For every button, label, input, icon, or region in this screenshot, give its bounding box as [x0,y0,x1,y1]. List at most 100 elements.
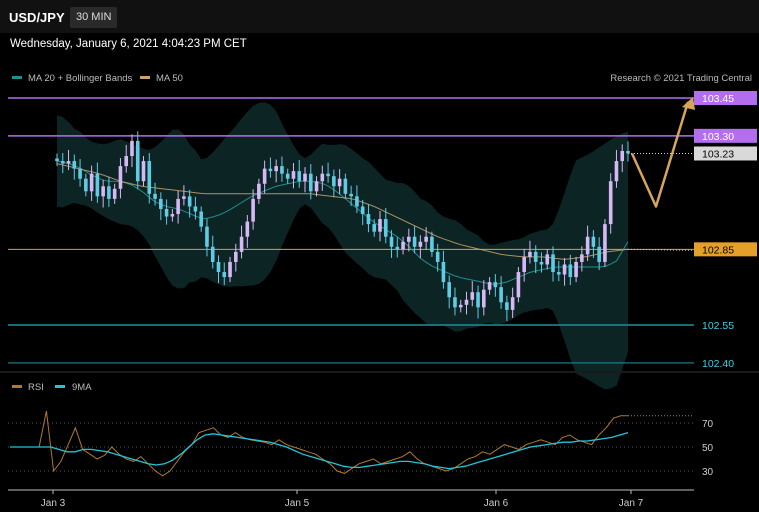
ma50-line [56,163,629,260]
rsi-tick-label: 70 [702,419,714,430]
candle-body [210,246,215,262]
candle-body [95,173,100,197]
candle-body [216,261,221,273]
time-axis-label: Jan 5 [285,498,310,509]
title-bar: USD/JPY 30 MIN [0,0,759,33]
price-label-102.85: 102.85 [702,244,734,256]
candle-body [153,193,157,199]
candle-body [107,186,111,199]
candle-body [378,219,382,232]
candle-body [389,236,394,247]
price-label-103.45: 103.45 [702,93,734,105]
ma20-line [56,160,629,285]
candle-body [124,156,129,167]
candle-body [597,246,601,262]
candle-body [412,236,417,247]
price-tag-102.85 [694,242,757,257]
candle-body [366,214,371,225]
candle-body [222,272,227,278]
time-axis-label: Jan 7 [619,498,644,509]
candle-body [551,254,555,273]
candle-body [539,261,544,265]
projection-arrowhead [682,97,695,110]
candle-body [78,168,82,179]
candle-body [482,289,486,308]
candle-body [141,161,146,182]
candle-body [268,168,273,172]
candle-body [72,161,77,169]
candle-body [332,176,336,187]
rsi-legend: RSI 9MA [12,382,92,393]
candle-body [545,254,550,265]
candle-body [233,251,238,262]
price-axis-labels: 103.45 103.30 102.85 102.55 102.40 103.23 [694,91,757,370]
candle-body [101,186,105,197]
candle-body [487,282,492,290]
price-levels [8,97,694,364]
candle-body [55,158,59,162]
candle-body [147,161,152,194]
candle-body [280,166,284,174]
candle-body [239,236,244,252]
ma9-line [10,431,629,470]
candle-body [580,254,584,262]
candle-body [562,264,567,275]
candle-body [285,173,290,179]
candle-body [407,236,411,242]
current-price-tag [694,146,757,161]
candle-body [291,171,296,179]
candle-body [453,297,457,308]
candle-body [66,161,71,164]
candle-body [458,304,463,308]
candle-body [603,224,607,262]
price-tag-103.45 [694,91,757,105]
candle-body [135,140,140,182]
legend: MA 20 + Bollinger Bands MA 50 Research ©… [12,73,752,84]
candle-body [626,150,630,154]
candle-body [193,206,198,212]
candle-body [499,287,503,303]
ma50-legend-swatch [140,76,150,79]
ma50-legend-label: MA 50 [156,73,183,84]
candle-body [556,272,561,275]
candle-body [441,261,446,283]
candle-body [505,302,509,310]
price-label-102.40: 102.40 [702,358,734,370]
interval-selector[interactable]: 30 MIN [70,7,118,28]
rsi-tick-label: 30 [702,467,714,478]
price-label-103.30: 103.30 [702,131,734,143]
rsi-panel: 70 50 30 [8,410,714,478]
candle-body [493,282,498,288]
candle-body [130,140,134,157]
price-label-102.55: 102.55 [702,320,734,332]
candle-body [383,219,388,237]
candle-body [308,173,313,192]
candle-body [516,272,521,298]
candle-body [435,251,440,262]
ma20-legend-swatch [12,76,22,79]
credit-text: Research © 2021 Trading Central [610,73,752,84]
candle-body [522,256,526,273]
candle-body [199,211,203,227]
time-axis-label: Jan 6 [484,498,509,509]
candle-body [112,188,117,199]
candle-body [182,196,186,199]
candle-body [303,173,307,182]
candle-body [533,251,538,262]
rsi-legend-swatch [12,385,22,388]
ma50-extension [627,248,695,251]
candle-body [228,261,232,278]
candle-body [360,206,365,215]
candle-body [159,198,163,209]
candle-body [337,178,342,187]
candle-body [355,196,359,207]
candle-body [574,261,578,278]
candle-body [585,236,590,255]
symbol-label: USD/JPY [9,10,65,25]
candle-body [84,178,88,192]
projection-arrow [630,97,695,208]
candle-body [372,224,377,232]
candle-body [170,214,175,217]
candle-body [568,264,573,278]
